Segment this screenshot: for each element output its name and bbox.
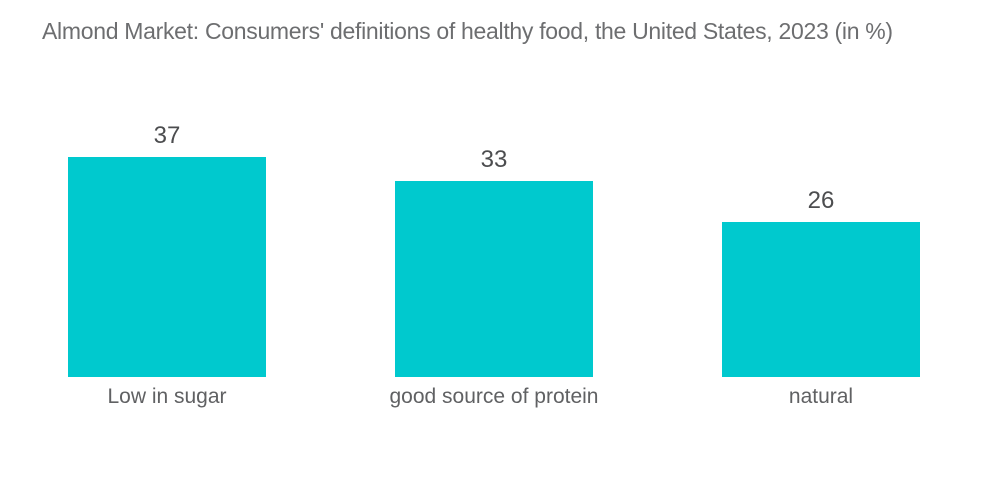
chart-title: Almond Market: Consumers' definitions of…: [42, 18, 893, 44]
bar-value-label: 37: [153, 122, 181, 149]
bar-group: 26 natural: [722, 0, 920, 408]
category-label: natural: [788, 385, 854, 408]
bar-chart: 37 Low in sugar 33 good source of protein 26…: [68, 0, 920, 408]
category-label: good source of protein: [389, 385, 599, 408]
bar-value-label: 26: [807, 187, 835, 214]
bar: [68, 157, 266, 377]
bar: [395, 181, 593, 377]
bar-group: 33 good source of protein: [390, 0, 599, 408]
bar-value-label: 33: [480, 146, 508, 173]
bar-group: 37 Low in sugar: [68, 0, 266, 408]
category-label: Low in sugar: [107, 385, 227, 408]
bar: [722, 222, 920, 377]
